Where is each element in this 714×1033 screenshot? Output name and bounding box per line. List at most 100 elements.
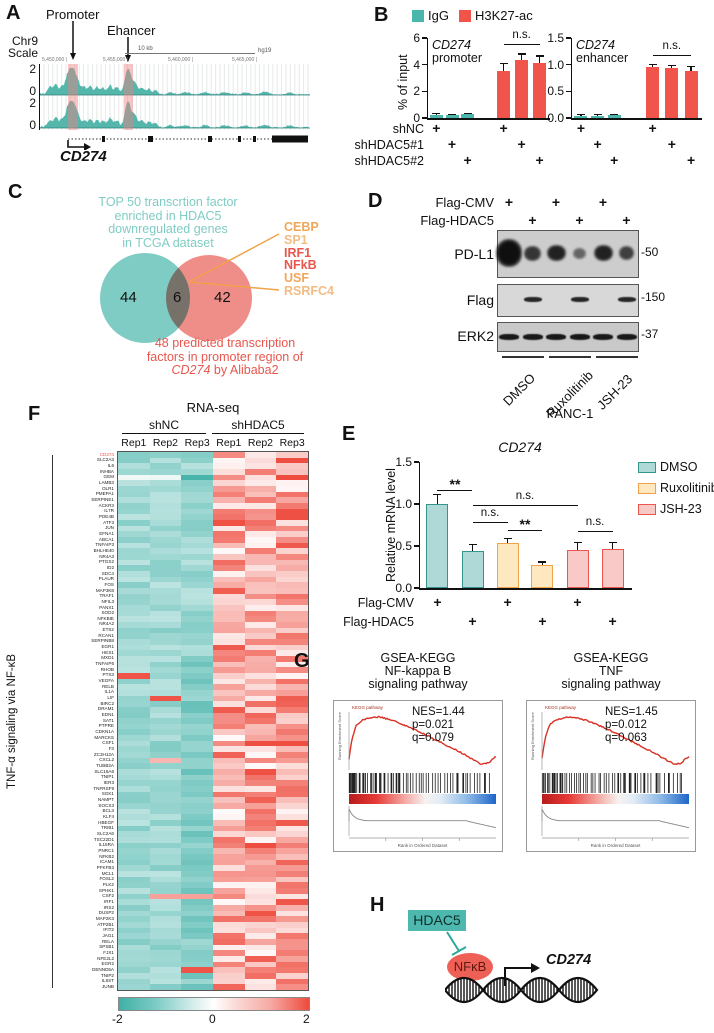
error-bar-cap — [538, 561, 547, 563]
heatmap-cell — [149, 837, 182, 844]
b-chart2-title-rest: enhancer — [576, 51, 629, 65]
heatmap-cell — [213, 593, 246, 600]
heatmap-cell — [149, 769, 182, 776]
gene-label: ACKR3 — [98, 502, 114, 508]
gene-label: VEGFA — [98, 678, 114, 684]
heatmap-cell — [244, 587, 277, 595]
heatmap-cell — [181, 718, 214, 725]
heatmap-cell — [118, 593, 151, 600]
heatmap-cell — [149, 956, 182, 963]
heatmap-cell — [181, 633, 214, 640]
y-tick — [422, 63, 427, 66]
heatmap-cell — [244, 808, 277, 815]
heatmap-cell — [181, 740, 214, 747]
plus-mark: + — [576, 120, 586, 136]
heatmap-cell — [118, 684, 151, 691]
heatmap-cell — [149, 729, 182, 736]
plus-mark: + — [503, 594, 512, 610]
y-tick-label: 1.5 — [547, 31, 564, 45]
gene-label: EDN1 — [101, 712, 114, 718]
heatmap-cell — [149, 457, 182, 464]
bar — [665, 67, 679, 118]
heatmap-cell — [181, 746, 214, 753]
heatmap-cell — [149, 735, 182, 742]
heatmap-cell — [118, 797, 151, 804]
significance-label: ** — [449, 475, 461, 492]
heatmap-cell — [244, 848, 277, 855]
heatmap-cell — [118, 638, 151, 646]
heatmap-cell — [244, 865, 277, 872]
y-tick — [422, 90, 427, 93]
heatmap-cell — [149, 746, 182, 753]
gene-label: MAP2K3 — [95, 915, 114, 921]
heatmap-cell — [118, 672, 151, 680]
heatmap-cell — [244, 905, 277, 912]
heatmap-cell — [276, 706, 309, 713]
y-tick — [414, 461, 419, 463]
gene-label: MAP3K8 — [95, 587, 114, 593]
heatmap-cell — [244, 548, 277, 555]
heatmap-cell — [213, 984, 246, 991]
significance-line — [472, 504, 578, 507]
heatmap-cell — [213, 916, 246, 923]
heatmap-cell — [244, 740, 277, 747]
heatmap-cell — [181, 627, 214, 634]
heatmap-cell — [118, 712, 151, 719]
heatmap-cell — [181, 910, 214, 917]
heatmap-cell — [244, 621, 277, 629]
heatmap-cell — [276, 905, 309, 912]
gene-label: TNFRSF9 — [93, 785, 114, 791]
e-y-axis-label: Relative mRNA level — [384, 468, 398, 582]
gene-label: PLAUR — [98, 576, 114, 582]
heatmap-cell — [181, 667, 214, 674]
legend-label: H3K27-ac — [474, 8, 533, 23]
heatmap-cell — [244, 667, 277, 674]
heatmap-cell — [213, 621, 246, 629]
heatmap-cell — [181, 984, 214, 991]
svg-text:Rank in Ordered Dataset: Rank in Ordered Dataset — [398, 843, 449, 848]
heatmap-cell — [213, 791, 246, 798]
heatmap-cell — [149, 491, 182, 498]
heatmap-cell — [118, 803, 151, 810]
gene-label: NFKB2 — [99, 853, 114, 859]
heatmap-cell — [244, 542, 277, 549]
heatmap-cell — [181, 763, 214, 770]
gene-label: NR4A3 — [99, 553, 114, 559]
heatmap-cell — [244, 684, 277, 691]
gene-label: JUNB — [102, 983, 114, 989]
gene-label: PNRC1 — [98, 848, 114, 854]
bar — [426, 504, 449, 588]
heatmap-cell — [213, 604, 246, 612]
heatmap-cell — [181, 548, 214, 555]
heatmap-cell — [181, 678, 214, 685]
heatmap-cell — [118, 621, 151, 629]
error-bar-cap — [535, 55, 544, 57]
heatmap-cell — [276, 780, 309, 787]
heatmap-cell — [118, 480, 151, 487]
gene-label: PDE4B — [98, 513, 114, 519]
heatmap-cell — [244, 508, 277, 515]
heatmap-cell — [213, 457, 246, 464]
heatmap-cell — [181, 542, 214, 549]
gene-label: ATF3 — [103, 519, 114, 525]
heatmap-cell — [244, 820, 277, 827]
heatmap-cell — [244, 616, 277, 623]
heatmap-cell — [276, 774, 309, 781]
heatmap-cell — [181, 706, 214, 713]
tf-name: SP1 — [284, 232, 308, 247]
heatmap-cell — [149, 553, 182, 561]
heatmap-cell — [244, 797, 277, 804]
enhancer-label: Ehancer — [107, 23, 156, 38]
gene-label: PTX3 — [102, 672, 115, 678]
heatmap-cell — [244, 689, 277, 696]
legend-label: DMSO — [660, 460, 698, 474]
heatmap-cell — [181, 814, 214, 821]
heatmap-cell — [118, 763, 151, 770]
heatmap-cell — [181, 825, 214, 832]
heatmap-cell — [118, 905, 151, 912]
heatmap-cell — [149, 842, 182, 849]
blot-band — [573, 247, 586, 259]
heatmap-cell — [118, 757, 151, 764]
heatmap-cell — [213, 701, 246, 708]
